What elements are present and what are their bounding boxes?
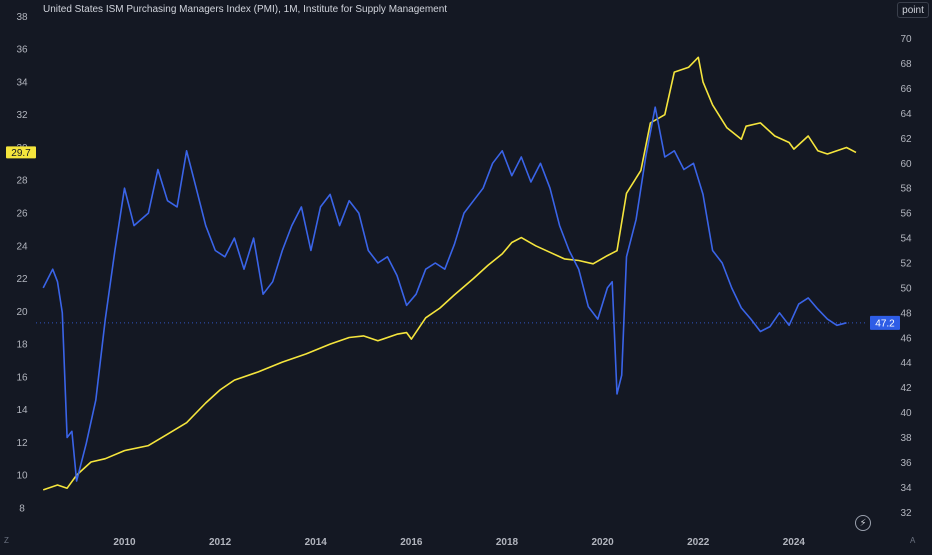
x-axis-tick-label: 2016 <box>400 537 423 548</box>
right-axis-tick-label: 50 <box>900 283 912 294</box>
right-axis-tick-label: 40 <box>900 408 912 419</box>
yellow-last-value-label: 29.7 <box>11 148 31 159</box>
right-axis-tick-label: 32 <box>900 508 912 519</box>
left-axis-tick-label: 10 <box>16 471 28 482</box>
right-axis-tick-label: 60 <box>900 159 912 170</box>
x-axis-tick-label: 2010 <box>113 537 136 548</box>
x-axis-tick-label: 2022 <box>687 537 710 548</box>
right-axis-tick-label: 52 <box>900 258 912 269</box>
series-line-yellow <box>42 56 857 491</box>
right-axis-tick-label: 36 <box>900 458 912 469</box>
left-axis-tick-label: 18 <box>16 340 28 351</box>
right-axis-tick-label: 56 <box>900 209 912 220</box>
left-axis-tick-label: 34 <box>16 77 28 88</box>
right-axis-tick-label: 38 <box>900 433 912 444</box>
right-axis-tick-label: 58 <box>900 184 912 195</box>
right-axis-tick-label: 68 <box>900 59 912 70</box>
blue-last-value-label: 47.2 <box>875 318 895 329</box>
right-axis-tick-label: 70 <box>900 34 912 45</box>
right-axis-tick-label: 34 <box>900 483 912 494</box>
corner-left-label: Z <box>4 536 9 545</box>
right-axis-tick-label: 62 <box>900 134 912 145</box>
left-axis-tick-label: 26 <box>16 208 28 219</box>
right-axis-tick-label: 42 <box>900 383 912 394</box>
x-axis-tick-label: 2020 <box>591 537 614 548</box>
left-axis-tick-label: 20 <box>16 307 28 318</box>
lightning-icon[interactable]: ⚡ <box>855 515 871 531</box>
left-axis-tick-label: 32 <box>16 110 28 121</box>
left-axis-tick-label: 24 <box>16 241 28 252</box>
left-axis-tick-label: 16 <box>16 372 28 383</box>
x-axis-tick-label: 2014 <box>305 537 328 548</box>
left-axis-tick-label: 14 <box>16 405 28 416</box>
blue-last-value-box <box>870 315 900 330</box>
x-axis-tick-label: 2012 <box>209 537 232 548</box>
x-axis-tick-label: 2024 <box>783 537 806 548</box>
right-axis-tick-label: 66 <box>900 84 912 95</box>
left-axis-tick-label: 36 <box>16 45 28 56</box>
right-axis-tick-label: 46 <box>900 333 912 344</box>
left-axis-tick-label: 8 <box>19 503 25 514</box>
x-axis-tick-label: 2018 <box>496 537 519 548</box>
left-axis-tick-label: 28 <box>16 176 28 187</box>
corner-right-label: A <box>910 536 916 545</box>
right-axis-tick-label: 64 <box>900 109 912 120</box>
left-axis-tick-label: 12 <box>16 438 28 449</box>
chart-title: United States ISM Purchasing Managers In… <box>43 4 448 15</box>
unit-selector-button[interactable]: point <box>897 2 929 18</box>
right-axis-tick-label: 44 <box>900 358 912 369</box>
yellow-last-value-box <box>6 146 36 159</box>
series-line-blue <box>42 106 847 482</box>
left-axis-tick-label: 38 <box>16 12 28 23</box>
right-axis-tick-label: 54 <box>900 234 912 245</box>
right-axis-tick-label: 48 <box>900 308 912 319</box>
left-axis-tick-label: 22 <box>16 274 28 285</box>
